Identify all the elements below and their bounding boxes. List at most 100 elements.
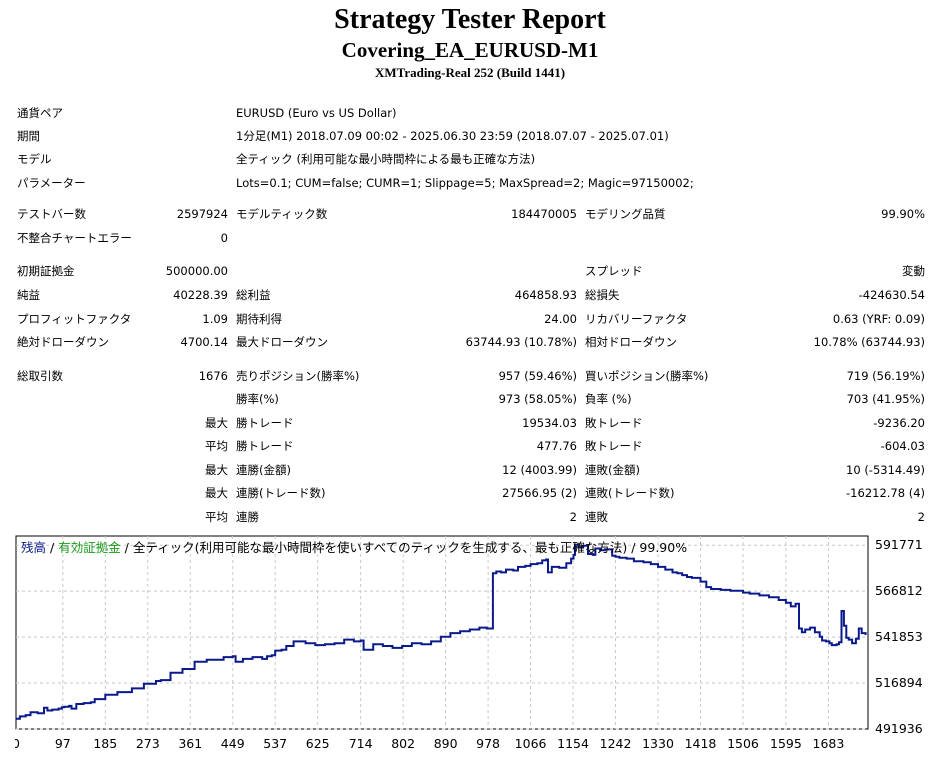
x-tick-label: 890 — [434, 736, 458, 751]
y-tick-label: 516894 — [875, 675, 923, 690]
avg-win-label: 勝トレード — [236, 439, 294, 453]
period-label: 期間 — [17, 129, 40, 143]
max-consec-loss-value: 10 (-5314.49) — [846, 463, 925, 477]
y-tick-label: 541853 — [875, 629, 923, 644]
x-tick-label: 1506 — [727, 736, 759, 751]
params-value: Lots=0.1; CUM=false; CUMR=1; Slippage=5;… — [236, 176, 694, 190]
gross-loss-value: -424630.54 — [858, 288, 925, 302]
long-label: 買いポジション(勝率%) — [585, 369, 709, 383]
legend-equity: 有効証拠金 — [58, 540, 121, 555]
loss-label: 負率 (%) — [585, 392, 632, 406]
max-consec2-prefix: 最大 — [205, 486, 228, 500]
model-value: 全ティック (利用可能な最小時間枠による最も正確な方法) — [236, 152, 536, 166]
long-value: 719 (56.19%) — [846, 369, 925, 383]
recovery-label: リカバリーファクタ — [585, 312, 688, 326]
y-tick-label: 491936 — [875, 721, 923, 736]
bars-value: 2597924 — [176, 207, 228, 221]
x-tick-label: 1154 — [557, 736, 589, 751]
net-label: 純益 — [17, 288, 40, 302]
average-prefix: 平均 — [205, 439, 228, 453]
gross-loss-label: 総損失 — [585, 288, 620, 302]
avg-win-value: 477.76 — [536, 439, 577, 453]
rel-dd-value: 10.78% (63744.93) — [813, 335, 925, 349]
gross-profit-value: 464858.93 — [514, 288, 577, 302]
win-label: 勝率(%) — [236, 392, 279, 406]
plot-frame — [15, 535, 869, 730]
largest-loss-label: 敗トレード — [585, 416, 643, 430]
gross-profit-label: 総利益 — [236, 288, 271, 302]
max-consec-loss-label: 連敗(金額) — [585, 463, 640, 477]
x-tick-label: 273 — [136, 736, 160, 751]
pf-value: 1.09 — [202, 312, 228, 326]
y-tick-label: 566812 — [875, 583, 923, 598]
avg-loss-value: -604.03 — [880, 439, 925, 453]
max-consec-prefix: 最大 — [205, 463, 228, 477]
x-tick-label: 1330 — [642, 736, 674, 751]
expected-label: 期待利得 — [236, 312, 282, 326]
chart-legend: 残高 / 有効証拠金 / 全ティック(利用可能な最小時間枠を使いすべてのティック… — [21, 540, 687, 555]
max-consec-profit-value: 27566.95 (2) — [502, 486, 577, 500]
avg-consec-loss-label: 連敗 — [585, 510, 608, 524]
abs-dd-label: 絶対ドローダウン — [17, 335, 109, 349]
avg-consec-loss-value: 2 — [917, 510, 925, 524]
loss-value: 703 (41.95%) — [846, 392, 925, 406]
avg-loss-label: 敗トレード — [585, 439, 643, 453]
server-info: XMTrading-Real 252 (Build 1441) — [374, 65, 566, 80]
symbol-value: EURUSD (Euro vs US Dollar) — [236, 106, 397, 120]
x-tick-label: 361 — [178, 736, 202, 751]
max-consec-win-label: 連勝(金額) — [236, 463, 291, 477]
symbol-label: 通貨ペア — [17, 106, 63, 120]
x-tick-label: 537 — [263, 736, 287, 751]
net-value: 40228.39 — [173, 288, 228, 302]
ticks-value: 184470005 — [511, 207, 577, 221]
x-tick-label: 185 — [93, 736, 117, 751]
x-tick-label: 802 — [391, 736, 415, 751]
spread-label: スプレッド — [585, 264, 643, 278]
bars-label: テストバー数 — [17, 207, 86, 221]
largest-win-value: 19534.03 — [522, 416, 577, 430]
short-label: 売りポジション(勝率%) — [236, 369, 360, 383]
max-consec-lossamt-label: 連敗(トレード数) — [585, 486, 675, 500]
spread-value: 変動 — [902, 264, 925, 278]
deposit-value: 500000.00 — [165, 264, 228, 278]
max-consec-profit-label: 連勝(トレード数) — [236, 486, 326, 500]
x-tick-label: 978 — [476, 736, 500, 751]
x-tick-label: 0 — [15, 736, 20, 751]
avg-consec-win-value: 2 — [569, 510, 577, 524]
deposit-label: 初期証拠金 — [17, 264, 75, 278]
ticks-label: モデルティック数 — [236, 207, 328, 221]
x-tick-label: 1242 — [600, 736, 632, 751]
x-tick-labels: 0 97 185 273 361 449 537 625 714 802 890 978 1066 115… — [12, 736, 844, 751]
mismatch-label: 不整合チャートエラー — [17, 231, 132, 245]
y-tick-label: 591771 — [875, 537, 923, 552]
x-tick-label: 625 — [306, 736, 330, 751]
short-value: 957 (59.46%) — [498, 369, 577, 383]
pf-label: プロフィットファクタ — [17, 312, 132, 326]
largest-prefix: 最大 — [205, 416, 228, 430]
rel-dd-label: 相対ドローダウン — [585, 335, 677, 349]
x-tick-label: 449 — [221, 736, 245, 751]
params-label: パラメーター — [17, 176, 86, 190]
avg-consec-prefix: 平均 — [205, 510, 228, 524]
legend-balance: 残高 — [21, 540, 46, 555]
max-consec-lossamt-value: -16212.78 (4) — [846, 486, 925, 500]
expert-name: Covering_EA_EURUSD-M1 — [341, 38, 599, 62]
balance-line — [16, 543, 867, 720]
balance-chart: 591771 566812 541853 516894 491936 0 97 185 273… — [12, 535, 935, 753]
line-layer — [16, 543, 867, 720]
grid-layer — [16, 536, 868, 730]
x-tick-label: 1418 — [685, 736, 717, 751]
x-tick-label: 714 — [349, 736, 373, 751]
avg-consec-win-label: 連勝 — [236, 510, 259, 524]
abs-dd-value: 4700.14 — [180, 335, 228, 349]
legend-sep2: / — [121, 540, 133, 555]
period-value: 1分足(M1) 2018.07.09 00:02 - 2025.06.30 23… — [236, 129, 669, 143]
legend-description: 全ティック(利用可能な最小時間枠を使いすべてのティックを生成する、最も正確な方法… — [133, 540, 687, 555]
x-tick-label: 1595 — [770, 736, 802, 751]
x-tick-label: 1066 — [515, 736, 547, 751]
y-tick-labels: 591771 566812 541853 516894 491936 — [875, 537, 923, 736]
quality-value: 99.90% — [881, 207, 925, 221]
max-consec-win-value: 12 (4003.99) — [502, 463, 577, 477]
max-dd-value: 63744.93 (10.78%) — [465, 335, 577, 349]
balance-chart-svg: 591771 566812 541853 516894 491936 0 97 185 273… — [12, 535, 923, 751]
